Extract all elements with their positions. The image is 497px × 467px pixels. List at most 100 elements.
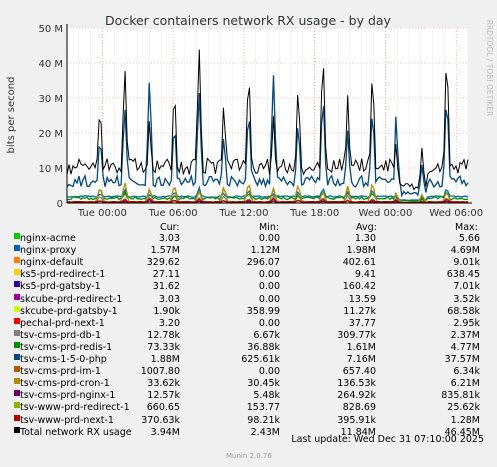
legend-avg-value: 13.59 <box>348 293 376 305</box>
legend-min-value: 2.43M <box>250 426 280 438</box>
legend-max-value: 68.58k <box>447 305 480 317</box>
legend-min-value: 625.61k <box>241 354 280 365</box>
legend-label: tsv-cms-prd-redis-1 <box>20 341 113 353</box>
legend-label: ks5-prd-gatsby-1 <box>20 281 101 293</box>
legend-row: tsv-cms-prd-cron-1 33.62k 30.45k 136.53k 6.2… <box>0 378 497 390</box>
legend-avg-value: 1.98M <box>346 245 376 257</box>
legend-min-value: 0.00 <box>258 281 280 293</box>
legend-swatch <box>14 354 20 360</box>
legend-avg-value: 1.30 <box>354 233 376 244</box>
legend-min-value: 30.45k <box>247 378 280 390</box>
legend-max-value: 2.95k <box>453 317 480 329</box>
legend-row: tsv-cms-prd-redis-1 73.33k 36.88k 1.61M 4.77… <box>0 341 497 354</box>
legend-max-value: 6.21M <box>450 378 480 390</box>
legend-cur-value: 33.62k <box>147 378 180 390</box>
legend-max-value: 4.69M <box>450 245 480 257</box>
legend-avg-value: 7.16M <box>346 354 376 365</box>
legend-min-value: 0.00 <box>258 233 280 244</box>
rrdtool-credit: RRDTOOL / TOBI OETIKER <box>485 20 494 117</box>
x-tick-label: Tue 00:00 <box>77 208 127 219</box>
legend-row: Total network RX usage 3.94M 2.43M 11.84M 46… <box>0 426 497 439</box>
legend-avg-value: 11.84M <box>340 426 376 438</box>
series-line <box>66 186 469 202</box>
legend-swatch <box>14 269 20 276</box>
legend-cur-value: 3.94M <box>150 426 180 438</box>
legend-max-value: 6.34k <box>453 366 480 378</box>
legend-cur-value: 1007.80 <box>140 366 180 378</box>
col-header-avg: Avg: <box>356 222 377 233</box>
legend-cur-value: 3.03 <box>158 293 180 305</box>
legend-max-value: 4.77M <box>450 341 480 353</box>
legend-label: ks5-prd-redirect-1 <box>20 269 106 281</box>
y-tick-label: 20 M <box>38 129 63 140</box>
legend-swatch <box>14 233 20 239</box>
legend-swatch <box>14 329 20 336</box>
col-header-max: Max: <box>455 222 478 233</box>
legend-swatch <box>14 426 20 433</box>
x-tick-label: Tue 12:00 <box>218 208 268 219</box>
legend-max-value: 638.45 <box>446 269 480 281</box>
legend-avg-value: 160.42 <box>342 281 376 293</box>
legend-avg-value: 9.41 <box>354 269 376 281</box>
legend-max-value: 835.81k <box>441 390 480 402</box>
series-line <box>66 75 469 198</box>
legend-label: pechal-prd-next-1 <box>20 317 105 329</box>
chart-title: Docker containers network RX usage - by … <box>105 13 391 28</box>
legend-label: nginx-acme <box>20 233 76 244</box>
legend-row: ks5-prd-redirect-1 27.11 0.00 9.41 638.45 <box>0 269 497 281</box>
legend-avg-value: 395.91k <box>337 414 376 426</box>
legend-avg-value: 1.61M <box>346 341 376 353</box>
legend-swatch <box>14 293 20 300</box>
legend-swatch <box>14 378 20 385</box>
legend-avg-value: 657.40 <box>342 366 376 378</box>
axis-layer: 0 10 M 20 M 30 M 40 M 50 M Tue 00:00 Tue 06:00 T… <box>38 24 483 219</box>
legend-max-value: 7.01k <box>453 281 480 293</box>
legend-swatch <box>14 402 20 409</box>
legend-row: nginx-acme 3.03 0.00 1.30 5.66 <box>0 233 497 245</box>
legend-min-value: 98.21k <box>247 414 280 426</box>
legend-label: tsv-www-prd-next-1 <box>20 414 114 426</box>
legend-cur-value: 3.03 <box>158 233 180 244</box>
legend-min-value: 0.00 <box>258 269 280 281</box>
legend-label: tsv-cms-prd-im-1 <box>20 366 101 378</box>
series-line <box>66 49 469 191</box>
x-tick-label: Wed 06:00 <box>429 208 483 219</box>
legend-label: tsv-cms-prd-nginx-1 <box>20 390 116 402</box>
legend-row: tsv-cms-1-5-0-php 1.88M 625.61k 7.16M 37.57M <box>0 354 497 366</box>
legend-cur-value: 1.57M <box>150 245 180 257</box>
legend-min-value: 0.00 <box>258 317 280 329</box>
legend-swatch <box>14 245 20 252</box>
legend-min-value: 296.07 <box>246 257 280 269</box>
legend-row: tsv-cms-prd-im-1 1007.80 0.00 657.40 6.34k <box>0 366 497 378</box>
y-tick-label: 40 M <box>38 59 63 70</box>
legend-min-value: 6.67k <box>253 329 280 341</box>
legend-swatch <box>14 390 20 397</box>
legend-cur-value: 12.78k <box>147 329 180 341</box>
legend-swatch <box>14 305 20 312</box>
legend-cur-value: 27.11 <box>152 269 180 281</box>
legend-row: nginx-proxy 1.57M 1.12M 1.98M 4.69M <box>0 245 497 257</box>
legend-swatch <box>14 317 20 324</box>
legend-swatch <box>14 257 20 264</box>
legend-max-value: 46.45M <box>444 426 480 438</box>
legend-max-value: 9.01k <box>453 257 480 269</box>
legend-cur-value: 1.88M <box>150 354 180 365</box>
legend-row: ks5-prd-gatsby-1 31.62 0.00 160.42 7.01k <box>0 281 497 293</box>
legend-row: tsv-www-prd-next-1 370.63k 98.21k 395.91k 1.… <box>0 414 497 427</box>
legend-label: tsv-cms-prd-cron-1 <box>20 378 110 390</box>
legend-cur-value: 73.33k <box>147 341 180 353</box>
legend-row: skcube-prd-gatsby-1 1.90k 358.99 11.27k 68.5… <box>0 305 497 318</box>
legend-min-value: 36.88k <box>247 341 280 353</box>
legend-label: tsv-cms-1-5-0-php <box>20 354 107 365</box>
legend-cur-value: 370.63k <box>141 414 180 426</box>
series-line <box>66 197 469 204</box>
legend-cur-value: 31.62 <box>152 281 180 293</box>
y-tick-label: 30 M <box>38 94 63 105</box>
legend-cur-value: 3.20 <box>158 317 180 329</box>
legend-max-value: 25.62k <box>447 402 480 414</box>
legend-label: tsv-www-prd-redirect-1 <box>20 402 130 414</box>
y-axis-label: bits per second <box>6 77 17 154</box>
legend-swatch <box>14 341 20 348</box>
legend-min-value: 0.00 <box>258 293 280 305</box>
